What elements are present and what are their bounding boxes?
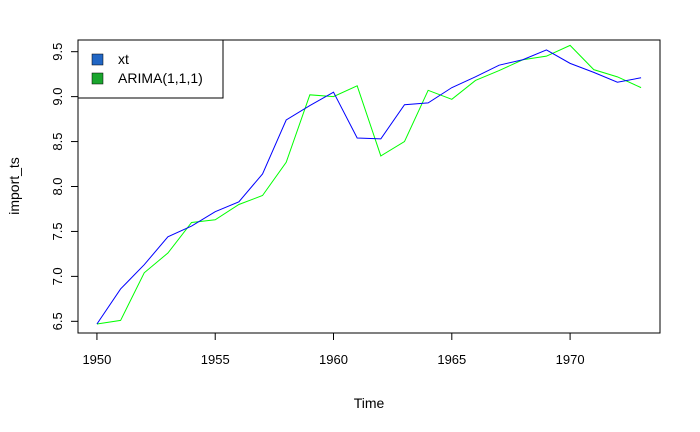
x-tick-label: 1965 <box>437 352 466 367</box>
legend-swatch-arima <box>91 72 104 85</box>
x-axis: 1950 1955 1960 1965 1970 <box>82 332 585 367</box>
legend-box <box>77 39 224 99</box>
x-tick-label: 1970 <box>556 352 585 367</box>
y-tick-label: 8.0 <box>50 177 65 195</box>
legend: xt ARIMA(1,1,1) <box>77 39 224 99</box>
series-layer <box>96 44 642 325</box>
y-tick-label: 9.5 <box>50 43 65 61</box>
y-axis: 6.5 7.0 7.5 8.0 8.5 9.0 9.5 <box>50 43 79 330</box>
x-tick-label: 1950 <box>82 352 111 367</box>
legend-label-arima: ARIMA(1,1,1) <box>118 70 203 86</box>
y-tick-label: 7.5 <box>50 222 65 240</box>
x-axis-title: Time <box>354 395 385 411</box>
legend-label-xt: xt <box>118 51 129 67</box>
legend-swatch-xt <box>91 53 104 66</box>
y-tick-label: 7.0 <box>50 267 65 285</box>
y-axis-title: import_ts <box>6 157 22 215</box>
y-tick-label: 9.0 <box>50 88 65 106</box>
series-line-xt <box>96 49 642 325</box>
x-tick-label: 1955 <box>201 352 230 367</box>
y-tick-label: 6.5 <box>50 312 65 330</box>
y-tick-label: 8.5 <box>50 133 65 151</box>
x-tick-label: 1960 <box>319 352 348 367</box>
